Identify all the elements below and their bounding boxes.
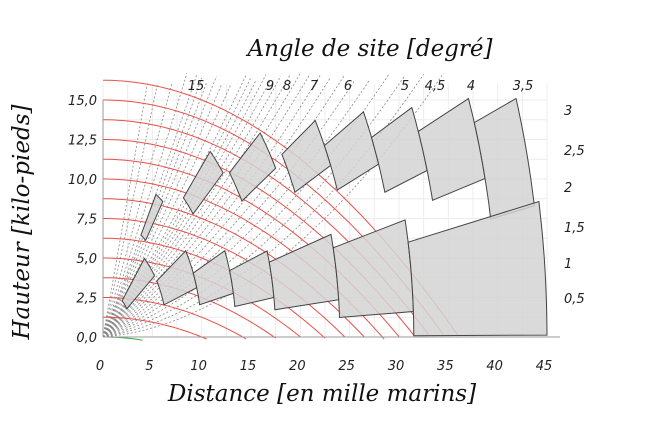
elevation-label-top: 5: [401, 79, 409, 94]
elevation-label-top: 15: [188, 79, 205, 94]
y-tick-label: 2,5: [76, 292, 97, 307]
x-tick-label: 5: [145, 359, 153, 374]
scan-cells: [121, 97, 548, 337]
x-tick-label: 0: [96, 359, 104, 374]
elevation-beam-line: [102, 73, 188, 338]
elevation-label-top: 8: [283, 79, 291, 94]
scan-cell-upper: [281, 119, 332, 194]
elevation-label-top: 7: [310, 79, 319, 94]
elevation-beam-line: [102, 76, 217, 338]
elevation-label-top: 9: [266, 79, 274, 94]
tick-labels: 0 5 10 15 20 25 30 35 40 450,02,55,07,510,012,515…: [68, 79, 585, 374]
elevation-beam-line: [102, 84, 222, 338]
scan-cell-lower: [407, 200, 548, 337]
elevation-label-right: 1,5: [564, 221, 585, 236]
elevation-label-right: 0,5: [564, 292, 585, 307]
y-tick-label: 7,5: [76, 213, 97, 228]
elevation-beam-line: [102, 73, 301, 338]
scan-cell-lower: [121, 257, 156, 310]
x-axis-title: Distance [en mille marins]: [167, 381, 476, 407]
scan-cell-upper: [370, 106, 428, 193]
elevation-label-top: 4: [467, 79, 475, 94]
height-curve: [103, 316, 207, 340]
elevation-beam-line: [102, 82, 173, 338]
elevation-label-right: 1: [564, 257, 572, 272]
scan-cell-lower: [229, 250, 275, 308]
elevation-beam-line: [102, 83, 148, 338]
scan-cell-upper: [182, 150, 224, 215]
elevation-beam-line: [102, 73, 291, 338]
x-tick-label: 15: [240, 359, 257, 374]
elevation-beam-line: [102, 74, 346, 338]
x-tick-label: 25: [338, 359, 355, 374]
y-tick-label: 5,0: [76, 252, 97, 267]
y-axis-title: Hauteur [kilo-pieds]: [9, 104, 35, 340]
axes: [102, 100, 560, 338]
elevation-beam-line: [102, 74, 198, 338]
y-tick-label: 10,0: [68, 173, 97, 188]
scan-cell-lower: [332, 219, 414, 319]
elevation-beam-line: [102, 77, 203, 338]
x-tick-label: 45: [536, 359, 553, 374]
elevation-beam-line: [102, 78, 331, 338]
x-tick-label: 20: [289, 359, 306, 374]
y-tick-label: 0,0: [76, 331, 97, 346]
elevation-beam-line: [102, 83, 232, 338]
x-tick-label: 40: [486, 359, 503, 374]
scan-cell-upper: [473, 97, 535, 220]
y-tick-label: 12,5: [68, 134, 97, 149]
scan-cell-lower: [268, 233, 340, 311]
scan-cell-upper: [417, 97, 486, 202]
elevation-label-right: 2,5: [564, 144, 585, 159]
scan-cell-lower: [192, 249, 234, 306]
scan-cell-upper: [228, 132, 277, 202]
elevation-label-top: 6: [344, 79, 352, 94]
height-curve: [103, 277, 276, 339]
y-tick-label: 15,0: [68, 94, 97, 109]
elevation-label-right: 3: [564, 104, 572, 119]
elevation-label-right: 2: [564, 181, 572, 196]
scan-cell-upper: [140, 193, 164, 242]
elevation-label-top: 3,5: [513, 79, 534, 94]
chart-title: Angle de site [degré]: [245, 36, 492, 62]
x-tick-label: 30: [388, 359, 405, 374]
x-tick-label: 10: [190, 359, 207, 374]
elevation-label-top: 4,5: [425, 79, 446, 94]
elevation-beam-line: [102, 75, 321, 338]
x-tick-label: 35: [437, 359, 454, 374]
